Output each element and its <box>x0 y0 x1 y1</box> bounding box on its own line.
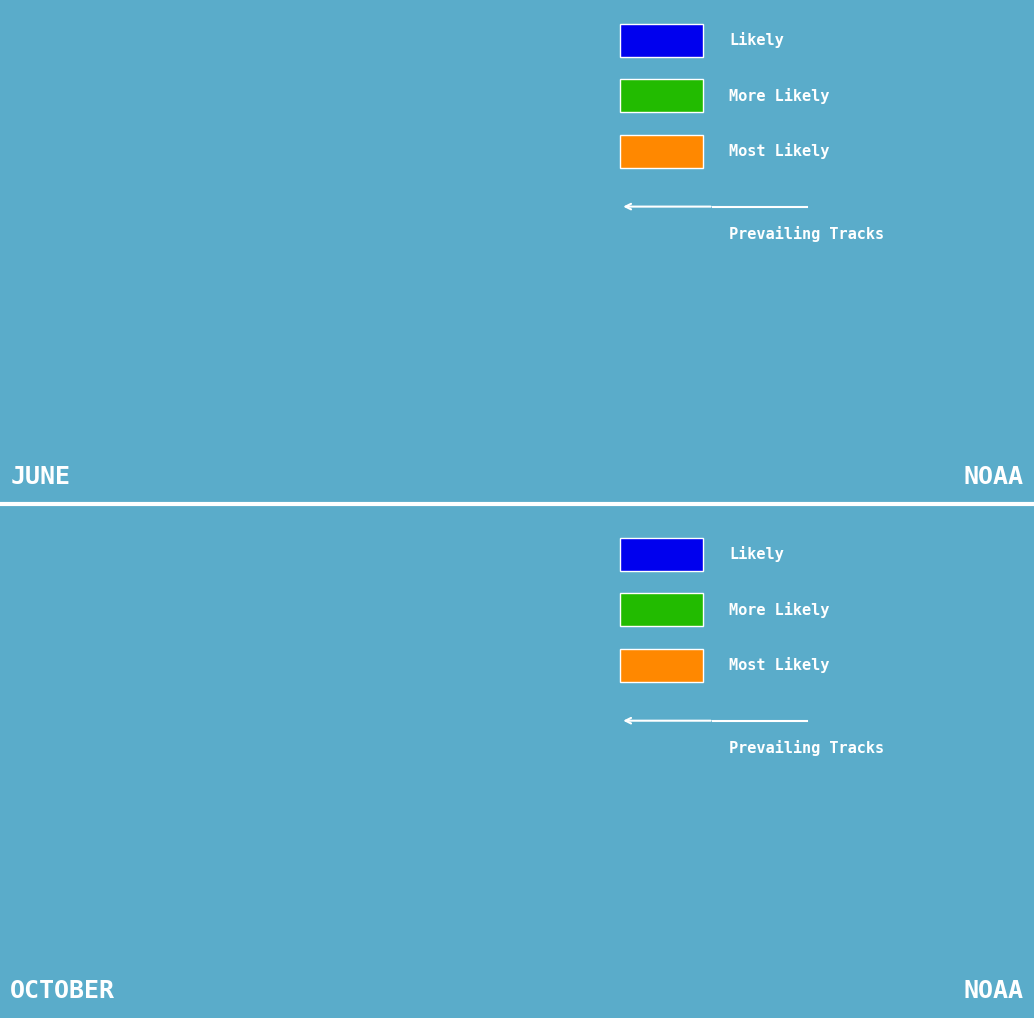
Text: Prevailing Tracks: Prevailing Tracks <box>729 740 884 756</box>
Bar <box>589 0 1003 254</box>
Bar <box>589 514 1003 769</box>
Text: NOAA: NOAA <box>964 979 1024 1003</box>
Bar <box>620 539 703 571</box>
Bar <box>620 593 703 626</box>
Text: More Likely: More Likely <box>729 602 829 618</box>
Bar <box>620 24 703 57</box>
Bar <box>620 79 703 112</box>
Text: Likely: Likely <box>729 33 784 48</box>
Text: OCTOBER: OCTOBER <box>10 979 116 1003</box>
Text: NOAA: NOAA <box>964 465 1024 489</box>
Bar <box>620 134 703 168</box>
Text: Likely: Likely <box>729 547 784 562</box>
Text: JUNE: JUNE <box>10 465 70 489</box>
Text: Most Likely: Most Likely <box>729 144 829 159</box>
Text: Prevailing Tracks: Prevailing Tracks <box>729 226 884 242</box>
Text: Most Likely: Most Likely <box>729 658 829 673</box>
Text: More Likely: More Likely <box>729 88 829 104</box>
Bar <box>620 648 703 682</box>
